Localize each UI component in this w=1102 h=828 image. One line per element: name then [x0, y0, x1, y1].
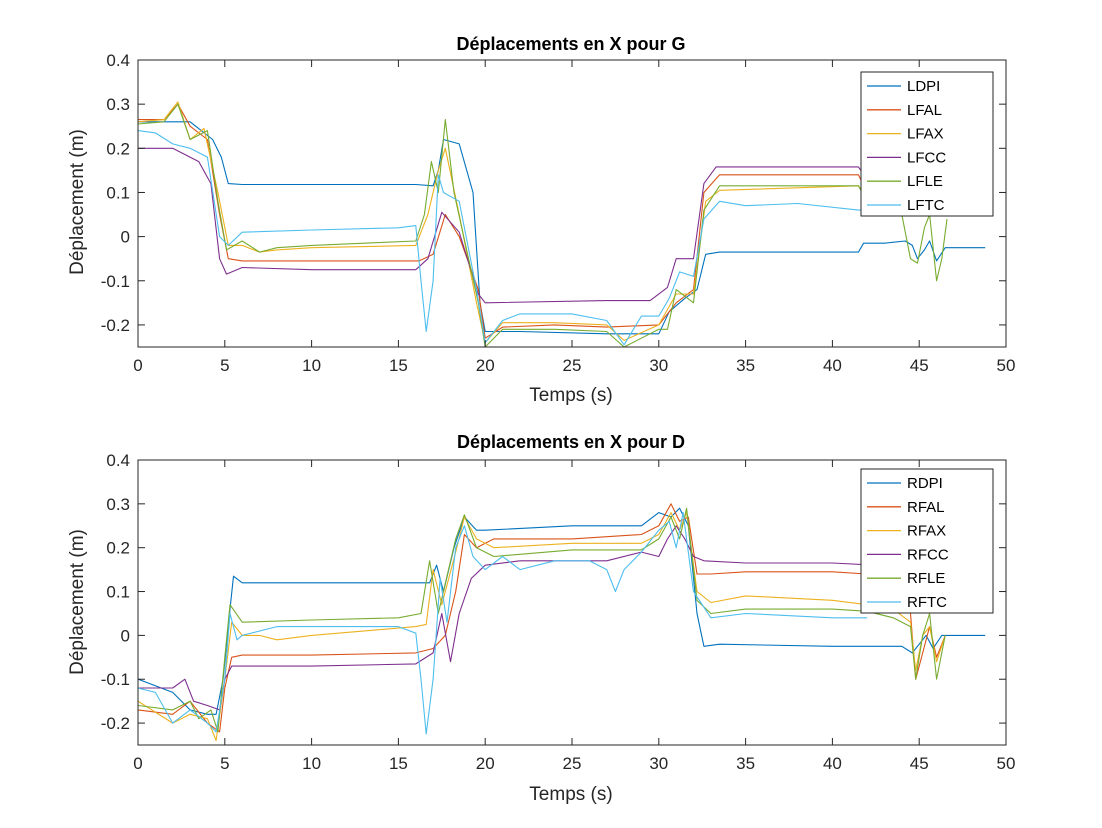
x-tick-label: 5 [220, 356, 229, 375]
legend-label-lfax: LFAX [907, 126, 944, 143]
legend-label-rftc: RFTC [907, 594, 947, 611]
legend-label-rfal: RFAL [907, 499, 945, 516]
y-axis-label: Déplacement (m) [67, 129, 88, 275]
series-line-ldpi [138, 121, 986, 335]
y-tick-label: -0.2 [101, 316, 130, 335]
series-line-lfle [138, 103, 948, 347]
x-tick-label: 25 [563, 356, 582, 375]
x-tick-label: 25 [563, 754, 582, 773]
x-tick-label: 45 [910, 754, 929, 773]
y-tick-label: 0.2 [106, 139, 130, 158]
x-tick-label: 5 [220, 754, 229, 773]
x-tick-label: 10 [302, 356, 321, 375]
y-tick-label: 0.4 [106, 451, 130, 470]
chart-title: Déplacements en X pour D [457, 432, 685, 452]
y-tick-label: 0.2 [106, 539, 130, 558]
legend-box [860, 71, 994, 217]
y-tick-label: 0.4 [106, 51, 130, 70]
legend: LDPI LFAL LFAX LFCC LFLE LFTC [860, 71, 994, 217]
chart-top: Déplacements en X pour G Temps (s) Dépla… [67, 34, 1015, 406]
y-tick-label: 0 [121, 228, 130, 247]
legend-box [860, 468, 994, 614]
x-tick-label: 15 [389, 754, 408, 773]
legend: RDPI RFAL RFAX RFCC RFLE RFTC [860, 468, 994, 614]
chart-title: Déplacements en X pour G [456, 34, 685, 54]
legend-label-lfal: LFAL [907, 102, 942, 119]
x-axis-label: Temps (s) [529, 385, 612, 406]
series-line-lfcc [138, 147, 868, 304]
series-line-lftc [138, 130, 868, 346]
x-tick-label: 40 [823, 754, 842, 773]
y-tick-label: -0.1 [101, 670, 130, 689]
y-tick-label: -0.1 [101, 272, 130, 291]
legend-label-lfle: LFLE [907, 173, 943, 190]
x-tick-label: 10 [302, 754, 321, 773]
y-axis-label: Déplacement (m) [67, 529, 88, 675]
y-tick-label: 0.3 [106, 95, 130, 114]
series-line-lfal [138, 103, 868, 339]
x-axis-label: Temps (s) [529, 784, 612, 805]
legend-label-rfax: RFAX [907, 523, 946, 540]
x-tick-label: 0 [133, 356, 142, 375]
x-tick-label: 50 [997, 356, 1016, 375]
plot-area [138, 101, 986, 347]
x-tick-label: 40 [823, 356, 842, 375]
x-tick-label: 35 [736, 356, 755, 375]
x-tick-label: 15 [389, 356, 408, 375]
legend-label-rfle: RFLE [907, 570, 945, 587]
legend-label-rdpi: RDPI [907, 475, 943, 492]
x-tick-label: 50 [997, 754, 1016, 773]
legend-label-lfcc: LFCC [907, 149, 946, 166]
legend-label-lftc: LFTC [907, 197, 945, 214]
series-line-rfle [138, 507, 946, 733]
x-tick-label: 30 [649, 356, 668, 375]
legend-label-rfcc: RFCC [907, 546, 949, 563]
x-tick-label: 20 [476, 754, 495, 773]
x-tick-label: 0 [133, 754, 142, 773]
chart-bottom: Déplacements en X pour D Temps (s) Dépla… [67, 432, 1015, 805]
legend-label-ldpi: LDPI [907, 78, 940, 95]
y-tick-label: 0.1 [106, 583, 130, 602]
y-tick-label: 0.3 [106, 495, 130, 514]
x-tick-label: 30 [649, 754, 668, 773]
series-line-rftc [138, 512, 868, 735]
x-tick-label: 20 [476, 356, 495, 375]
y-tick-label: 0.1 [106, 183, 130, 202]
x-tick-label: 45 [910, 356, 929, 375]
y-tick-label: -0.2 [101, 714, 130, 733]
x-tick-label: 35 [736, 754, 755, 773]
y-tick-label: 0 [121, 626, 130, 645]
